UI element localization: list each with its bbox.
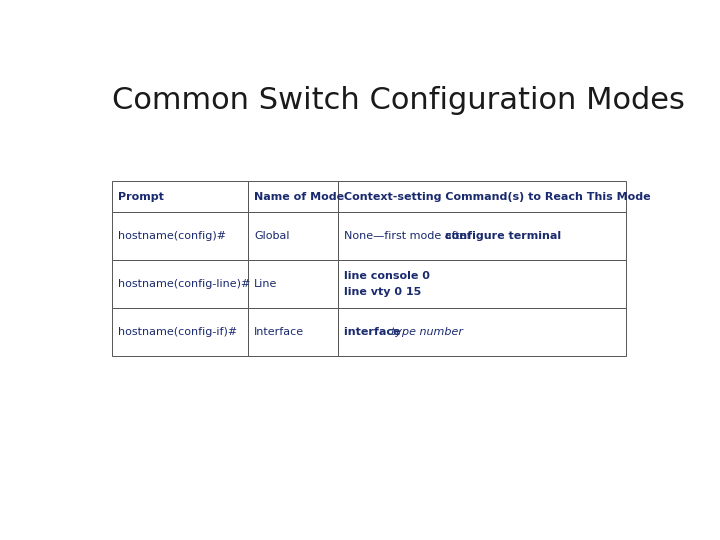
- Text: type number: type number: [390, 327, 462, 337]
- Bar: [248, 181, 338, 212]
- Bar: [112, 260, 248, 308]
- Text: hostname(config-if)#: hostname(config-if)#: [118, 327, 237, 337]
- Bar: [112, 308, 248, 356]
- Text: Global: Global: [254, 231, 289, 241]
- Bar: [112, 181, 248, 212]
- Text: Prompt: Prompt: [118, 192, 163, 202]
- Bar: [248, 212, 338, 260]
- Bar: [112, 212, 248, 260]
- Text: hostname(config-line)#: hostname(config-line)#: [118, 279, 251, 289]
- Bar: [338, 181, 626, 212]
- Text: line vty 0 15: line vty 0 15: [343, 287, 421, 297]
- Bar: [338, 260, 626, 308]
- Bar: [338, 308, 626, 356]
- Text: line console 0: line console 0: [343, 271, 430, 281]
- Text: Line: Line: [254, 279, 277, 289]
- Text: Common Switch Configuration Modes: Common Switch Configuration Modes: [112, 85, 685, 114]
- Text: Name of Mode: Name of Mode: [254, 192, 344, 202]
- Text: None—first mode after: None—first mode after: [343, 231, 474, 241]
- Bar: [248, 260, 338, 308]
- Text: interface: interface: [343, 327, 404, 337]
- Text: hostname(config)#: hostname(config)#: [118, 231, 226, 241]
- Text: Context-setting Command(s) to Reach This Mode: Context-setting Command(s) to Reach This…: [343, 192, 650, 202]
- Bar: [338, 212, 626, 260]
- Bar: [248, 308, 338, 356]
- Text: Interface: Interface: [254, 327, 304, 337]
- Text: configure terminal: configure terminal: [445, 231, 561, 241]
